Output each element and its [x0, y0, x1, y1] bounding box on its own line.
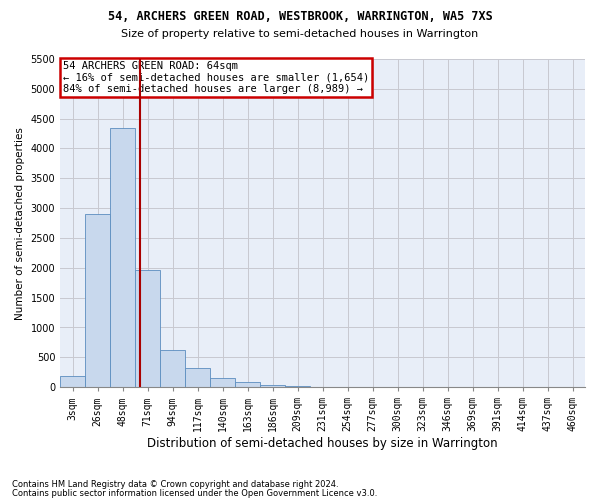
Text: Contains HM Land Registry data © Crown copyright and database right 2024.: Contains HM Land Registry data © Crown c…: [12, 480, 338, 489]
Bar: [185, 368, 210, 387]
Text: 54 ARCHERS GREEN ROAD: 64sqm
← 16% of semi-detached houses are smaller (1,654)
8: 54 ARCHERS GREEN ROAD: 64sqm ← 16% of se…: [63, 60, 369, 94]
Bar: [235, 382, 260, 387]
Bar: [260, 385, 285, 387]
Bar: [110, 128, 135, 387]
Bar: [160, 350, 185, 387]
Bar: [60, 376, 85, 387]
Text: Size of property relative to semi-detached houses in Warrington: Size of property relative to semi-detach…: [121, 29, 479, 39]
Y-axis label: Number of semi-detached properties: Number of semi-detached properties: [15, 126, 25, 320]
Bar: [85, 214, 110, 387]
X-axis label: Distribution of semi-detached houses by size in Warrington: Distribution of semi-detached houses by …: [147, 437, 498, 450]
Bar: [285, 386, 310, 387]
Bar: [135, 270, 160, 387]
Text: Contains public sector information licensed under the Open Government Licence v3: Contains public sector information licen…: [12, 488, 377, 498]
Text: 54, ARCHERS GREEN ROAD, WESTBROOK, WARRINGTON, WA5 7XS: 54, ARCHERS GREEN ROAD, WESTBROOK, WARRI…: [107, 10, 493, 23]
Bar: [210, 378, 235, 387]
